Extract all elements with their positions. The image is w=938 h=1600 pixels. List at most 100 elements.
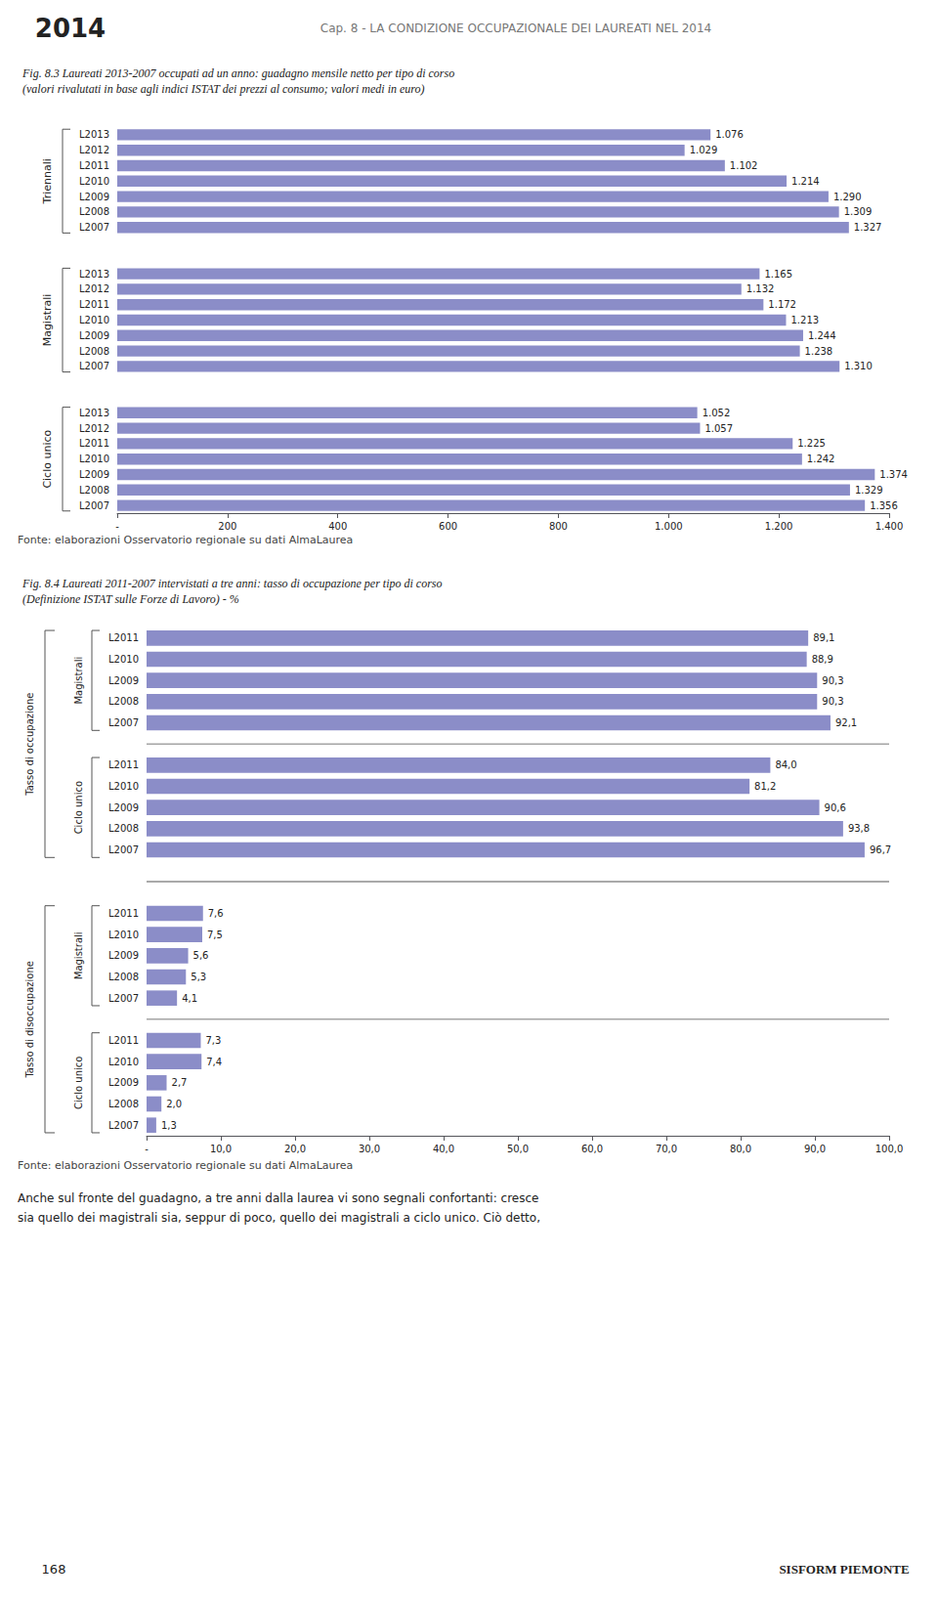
svg-text:L2008: L2008 [108, 1098, 139, 1109]
svg-text:1.165: 1.165 [764, 268, 793, 280]
svg-text:L2012: L2012 [79, 144, 110, 156]
svg-text:L2007: L2007 [79, 360, 110, 372]
svg-text:5,6: 5,6 [193, 949, 210, 961]
svg-text:200: 200 [217, 520, 237, 532]
svg-text:90,0: 90,0 [804, 1143, 826, 1154]
svg-text:600: 600 [438, 520, 458, 532]
svg-text:L2008: L2008 [79, 206, 110, 217]
svg-text:1.238: 1.238 [805, 345, 834, 357]
svg-text:L2010: L2010 [79, 453, 110, 465]
svg-text:Ciclo unico: Ciclo unico [73, 1056, 85, 1109]
svg-text:96,7: 96,7 [869, 844, 892, 855]
svg-text:L2009: L2009 [108, 802, 139, 813]
svg-text:L2008: L2008 [79, 484, 110, 496]
svg-text:Tasso di disoccupazione: Tasso di disoccupazione [24, 960, 36, 1079]
svg-text:(Definizione ISTAT sulle Forze: (Definizione ISTAT sulle Forze di Lavoro… [22, 592, 240, 606]
svg-text:L2009: L2009 [79, 330, 110, 342]
svg-text:1,3: 1,3 [161, 1119, 177, 1131]
svg-text:800: 800 [549, 520, 568, 532]
svg-text:Magistrali: Magistrali [73, 656, 85, 705]
svg-text:20,0: 20,0 [284, 1143, 306, 1154]
svg-text:1.052: 1.052 [702, 407, 731, 419]
svg-text:400: 400 [328, 520, 347, 532]
svg-text:L2008: L2008 [108, 695, 139, 707]
svg-text:80,0: 80,0 [729, 1143, 752, 1154]
svg-text:7,5: 7,5 [207, 929, 223, 940]
svg-text:L2007: L2007 [108, 1119, 139, 1131]
svg-text:50,0: 50,0 [507, 1143, 529, 1154]
svg-text:L2012: L2012 [79, 283, 110, 295]
svg-text:L2013: L2013 [79, 128, 110, 140]
svg-text:1.244: 1.244 [808, 330, 837, 342]
svg-text:SISFORM PIEMONTE: SISFORM PIEMONTE [778, 1561, 909, 1577]
svg-text:L2013: L2013 [79, 407, 110, 419]
svg-text:1.000: 1.000 [654, 520, 683, 532]
svg-text:L2011: L2011 [79, 437, 110, 449]
svg-text:L2010: L2010 [108, 1056, 139, 1067]
svg-text:40,0: 40,0 [432, 1143, 455, 1154]
svg-text:L2011: L2011 [108, 632, 139, 643]
svg-text:1.327: 1.327 [853, 221, 883, 233]
svg-text:1.029: 1.029 [689, 144, 719, 156]
svg-text:L2011: L2011 [108, 907, 139, 919]
svg-text:1.214: 1.214 [791, 175, 820, 187]
svg-text:1.290: 1.290 [833, 191, 862, 203]
svg-text:L2011: L2011 [108, 1034, 139, 1046]
svg-text:-: - [144, 1143, 149, 1154]
svg-text:92,1: 92,1 [835, 717, 857, 728]
svg-text:93,8: 93,8 [848, 822, 870, 834]
svg-text:30,0: 30,0 [358, 1143, 381, 1154]
svg-text:L2012: L2012 [79, 423, 110, 434]
svg-text:7,6: 7,6 [208, 907, 224, 919]
svg-text:L2007: L2007 [108, 717, 139, 728]
svg-text:1.076: 1.076 [715, 128, 744, 140]
svg-text:L2010: L2010 [108, 929, 139, 940]
svg-text:Triennali: Triennali [41, 158, 54, 205]
svg-text:1.329: 1.329 [854, 484, 884, 496]
svg-text:Fig. 8.3 Laureati 2013-2007 oc: Fig. 8.3 Laureati 2013-2007 occupati ad … [21, 66, 455, 81]
svg-text:L2009: L2009 [108, 1076, 139, 1088]
svg-text:L2010: L2010 [108, 653, 139, 665]
svg-text:L2007: L2007 [108, 992, 139, 1004]
svg-text:1.132: 1.132 [746, 283, 775, 295]
svg-text:L2008: L2008 [108, 822, 139, 834]
svg-text:(valori rivalutati in base agl: (valori rivalutati in base agli indici I… [22, 82, 426, 96]
svg-text:1.057: 1.057 [704, 423, 733, 434]
svg-text:Fonte: elaborazioni Osservator: Fonte: elaborazioni Osservatorio regiona… [17, 1158, 353, 1172]
svg-text:Fonte: elaborazioni Osservator: Fonte: elaborazioni Osservatorio regiona… [17, 533, 353, 547]
svg-text:1.172: 1.172 [767, 298, 797, 310]
svg-text:1.400: 1.400 [875, 520, 904, 532]
svg-text:5,3: 5,3 [190, 971, 207, 982]
svg-text:L2011: L2011 [79, 160, 110, 171]
svg-text:89,1: 89,1 [812, 632, 835, 643]
svg-text:L2010: L2010 [108, 780, 139, 792]
svg-text:L2009: L2009 [79, 191, 110, 203]
svg-text:L2008: L2008 [108, 971, 139, 982]
svg-text:60,0: 60,0 [581, 1143, 603, 1154]
svg-text:90,6: 90,6 [824, 802, 847, 813]
svg-text:Magistrali: Magistrali [41, 294, 54, 347]
svg-text:2,0: 2,0 [166, 1098, 182, 1109]
svg-text:70,0: 70,0 [655, 1143, 678, 1154]
svg-text:81,2: 81,2 [754, 780, 776, 792]
svg-text:L2010: L2010 [79, 175, 110, 187]
svg-text:L2007: L2007 [108, 844, 139, 855]
svg-text:Ciclo unico: Ciclo unico [73, 780, 85, 834]
svg-text:sia quello dei magistrali sia,: sia quello dei magistrali sia, seppur di… [17, 1210, 541, 1225]
svg-text:1.374: 1.374 [879, 469, 908, 480]
svg-text:L2009: L2009 [108, 949, 139, 961]
svg-text:1.309: 1.309 [844, 206, 873, 217]
svg-text:-: - [115, 520, 120, 532]
svg-text:1.356: 1.356 [869, 500, 898, 512]
svg-text:7,4: 7,4 [206, 1056, 222, 1067]
svg-text:L2008: L2008 [79, 345, 110, 357]
svg-text:90,3: 90,3 [821, 695, 844, 707]
svg-text:L2009: L2009 [108, 675, 139, 686]
svg-text:Fig. 8.4 Laureati 2011-2007 in: Fig. 8.4 Laureati 2011-2007 intervistati… [21, 576, 443, 591]
svg-text:Ciclo unico: Ciclo unico [41, 429, 54, 489]
svg-text:10,0: 10,0 [210, 1143, 232, 1154]
svg-text:84,0: 84,0 [774, 759, 797, 770]
svg-text:Tasso di occupazione: Tasso di occupazione [24, 692, 36, 797]
svg-text:1.310: 1.310 [844, 360, 873, 372]
svg-text:1.242: 1.242 [807, 453, 836, 465]
